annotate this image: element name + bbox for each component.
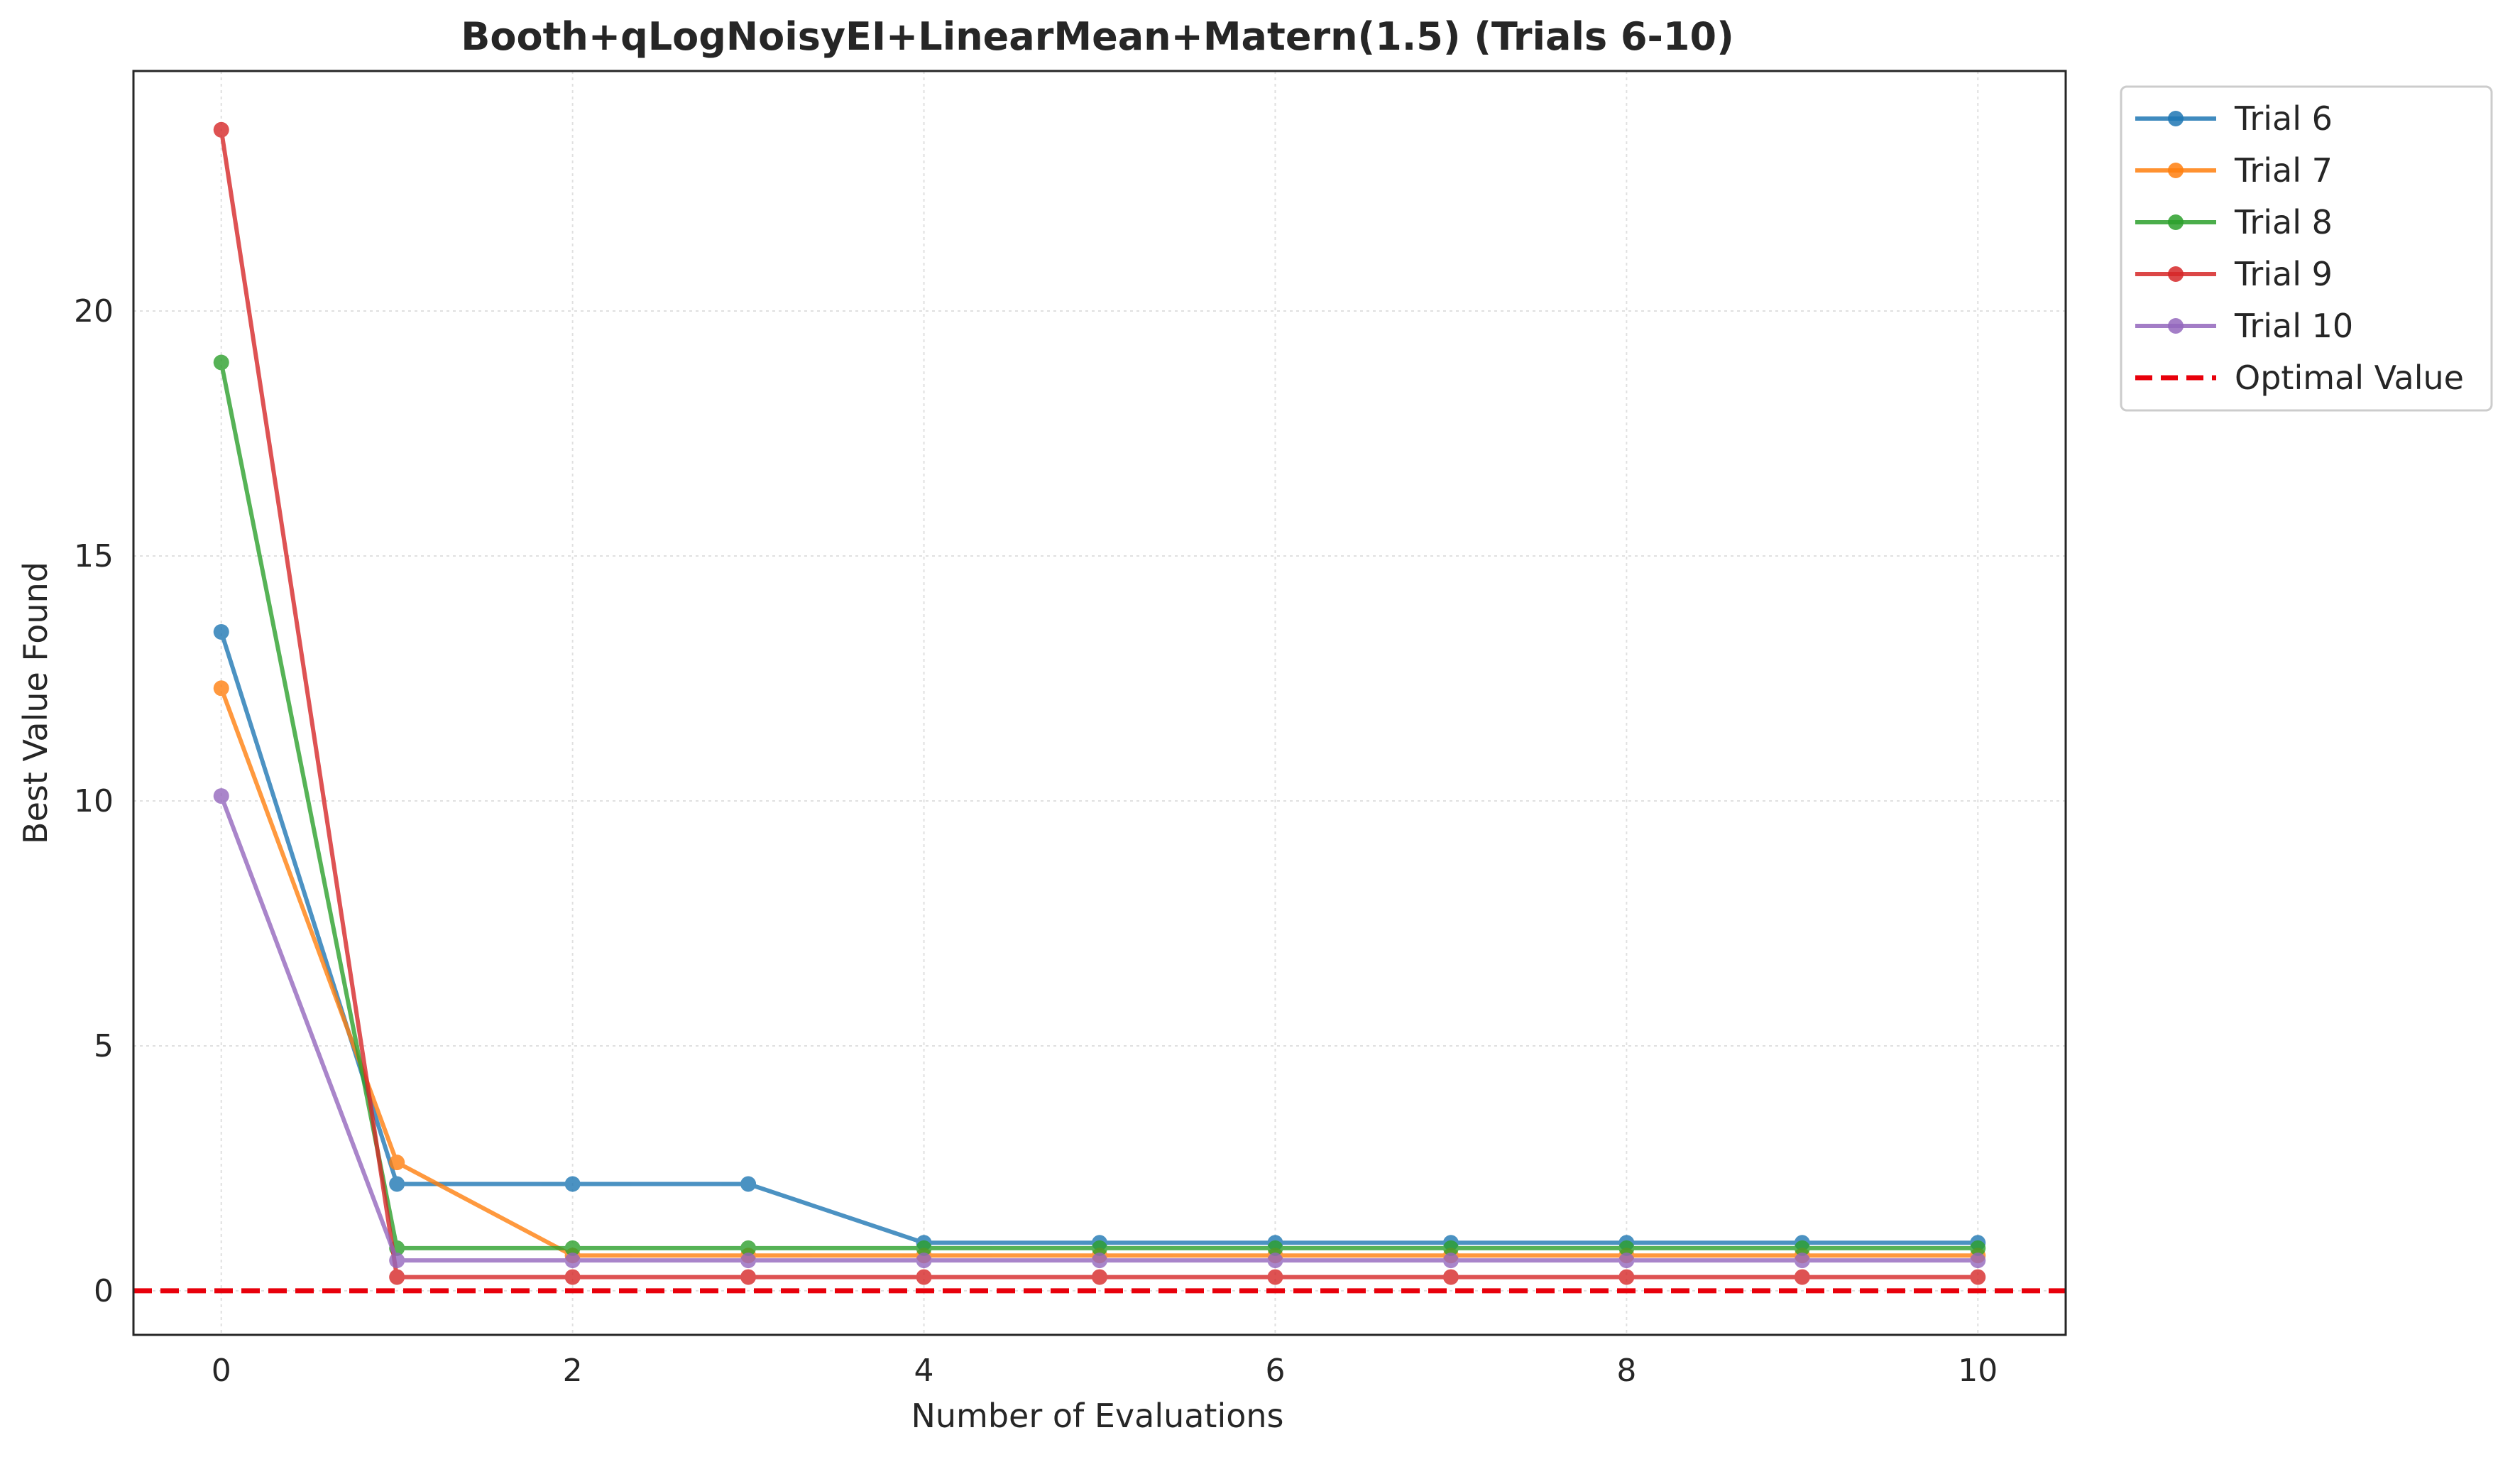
grid-lines xyxy=(133,71,2066,1335)
series-line xyxy=(219,631,1978,1245)
y-tick-label: 5 xyxy=(94,1028,114,1064)
legend-marker xyxy=(2168,111,2184,126)
legend-marker xyxy=(2168,214,2184,230)
data-point xyxy=(1092,1240,1107,1256)
data-point xyxy=(916,1253,932,1269)
legend-marker xyxy=(2168,318,2184,334)
data-point xyxy=(1092,1269,1107,1285)
data-point xyxy=(1794,1253,1810,1269)
data-point xyxy=(1970,1240,1986,1256)
legend-box xyxy=(2120,85,2493,412)
data-point xyxy=(213,788,229,804)
data-point xyxy=(916,1269,932,1285)
legend-item: Trial 9 xyxy=(2135,255,2333,293)
data-point xyxy=(740,1176,757,1192)
x-tick-label: 0 xyxy=(212,1353,231,1389)
y-axis-ticks: 0 5 10 15 20 xyxy=(74,293,114,1309)
data-point xyxy=(1092,1253,1107,1269)
data-point xyxy=(740,1253,757,1269)
data-point xyxy=(213,623,229,640)
plot-area-frame xyxy=(132,70,2067,1336)
data-point xyxy=(564,1240,581,1256)
data-point xyxy=(564,1269,581,1285)
data-point xyxy=(389,1253,405,1269)
data-point xyxy=(916,1240,932,1256)
y-axis-label: Best Value Found xyxy=(16,562,55,844)
y-tick-label: 10 xyxy=(74,783,114,819)
data-point xyxy=(1267,1269,1283,1285)
legend-label: Optimal Value xyxy=(2235,359,2464,397)
legend-item: Trial 7 xyxy=(2135,151,2333,190)
data-point xyxy=(1618,1253,1635,1269)
data-point xyxy=(389,1269,405,1285)
data-point xyxy=(1970,1269,1986,1285)
y-tick-label: 15 xyxy=(74,538,114,574)
series-line xyxy=(219,687,1978,1258)
legend-label: Trial 10 xyxy=(2234,307,2353,345)
data-point xyxy=(1618,1269,1635,1285)
series-5 xyxy=(213,788,1986,1269)
series-2 xyxy=(213,680,1986,1264)
legend-label: Trial 7 xyxy=(2234,151,2333,190)
legend-marker xyxy=(2168,163,2184,178)
y-tick-label: 0 xyxy=(94,1273,114,1309)
x-tick-label: 8 xyxy=(1616,1353,1636,1389)
data-point xyxy=(1442,1269,1459,1285)
series-group xyxy=(213,121,1986,1285)
x-tick-label: 6 xyxy=(1265,1353,1285,1389)
series-1 xyxy=(213,623,1986,1251)
legend: Trial 6 Trial 7 Trial 8 Trial 9 Trial 10 Opti… xyxy=(2120,85,2493,412)
legend-item: Trial 6 xyxy=(2135,99,2333,138)
data-point xyxy=(1970,1253,1986,1269)
data-point xyxy=(1794,1240,1810,1256)
series-line xyxy=(219,361,1978,1250)
data-point xyxy=(740,1269,757,1285)
x-axis-label: Number of Evaluations xyxy=(911,1397,1283,1435)
x-tick-label: 4 xyxy=(914,1353,934,1389)
series-3 xyxy=(213,354,1986,1256)
series-4 xyxy=(213,121,1986,1285)
data-point xyxy=(564,1253,581,1269)
data-point xyxy=(389,1155,405,1171)
data-point xyxy=(389,1176,405,1192)
data-point xyxy=(740,1240,757,1256)
data-point xyxy=(213,121,229,138)
legend-label: Trial 8 xyxy=(2234,203,2333,241)
x-tick-label: 10 xyxy=(1958,1353,1998,1389)
y-tick-label: 20 xyxy=(74,293,114,329)
data-point xyxy=(1267,1253,1283,1269)
data-point xyxy=(213,354,229,371)
series-line xyxy=(219,129,1978,1279)
data-point xyxy=(1618,1240,1635,1256)
legend-item: Trial 8 xyxy=(2135,203,2333,241)
data-point xyxy=(1442,1240,1459,1256)
data-point xyxy=(1267,1240,1283,1256)
legend-label: Trial 6 xyxy=(2234,99,2333,138)
data-point xyxy=(1442,1253,1459,1269)
data-point xyxy=(1794,1269,1810,1285)
chart-title: Booth+qLogNoisyEI+LinearMean+Matern(1.5)… xyxy=(461,14,1734,59)
legend-item: Optimal Value xyxy=(2135,359,2464,397)
series-line xyxy=(219,795,1978,1263)
legend-label: Trial 9 xyxy=(2234,255,2333,293)
x-tick-label: 2 xyxy=(563,1353,583,1389)
legend-item: Trial 10 xyxy=(2135,307,2353,345)
legend-marker xyxy=(2168,266,2184,282)
x-axis-ticks: 0 2 4 6 8 10 xyxy=(212,1353,1998,1389)
data-point xyxy=(213,680,229,697)
data-point xyxy=(564,1176,581,1192)
